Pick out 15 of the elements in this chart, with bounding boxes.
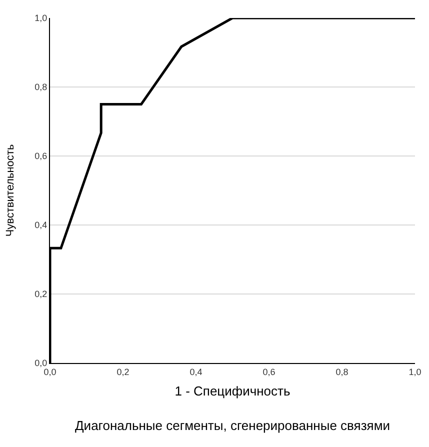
y-tick-label: 0,4: [34, 220, 48, 230]
text: Диагональные сегменты, сгенерированные связями: [75, 418, 390, 433]
y-tick-label: 1,0: [34, 13, 48, 24]
y-tick-label: 0,0: [34, 358, 48, 368]
y-axis-title: Чувствительность: [4, 144, 16, 237]
x-tick-label: 0,4: [190, 366, 202, 377]
y-tick-label: 0,2: [34, 289, 48, 300]
x-tick-label: 0,0: [44, 366, 56, 377]
x-axis-title: 1 - Специфичность: [174, 383, 290, 398]
y-tick-label: 0,8: [34, 82, 48, 92]
x-tick-label: 0,6: [262, 366, 276, 377]
x-tick-label: 0,8: [336, 366, 348, 377]
x-tick-label: 1,0: [408, 366, 422, 377]
x-tick-label: 0,2: [116, 366, 130, 377]
y-tick-label: 0,6: [34, 151, 48, 162]
